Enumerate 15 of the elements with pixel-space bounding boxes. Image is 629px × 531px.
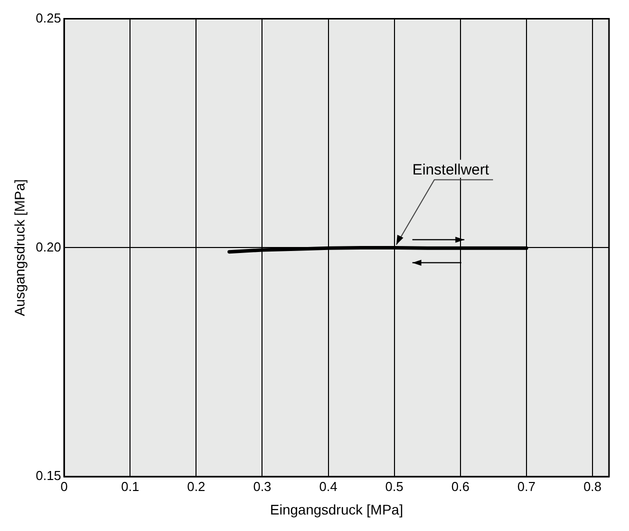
x-tick-label: 0.5 bbox=[385, 478, 404, 494]
x-tick-label: 0.4 bbox=[319, 478, 338, 494]
y-tick-label: 0.25 bbox=[36, 10, 62, 26]
y-tick-label: 0.15 bbox=[36, 468, 62, 484]
x-tick-label: 0.6 bbox=[451, 478, 470, 494]
y-tick-label: 0.20 bbox=[36, 239, 62, 254]
x-axis-title: Eingangsdruck [MPa] bbox=[270, 501, 404, 518]
x-tick-label: 0.7 bbox=[517, 478, 536, 494]
x-tick-label: 0.2 bbox=[187, 478, 206, 494]
x-tick-label: 0.1 bbox=[121, 478, 140, 494]
x-tick-label: 0.8 bbox=[583, 478, 602, 494]
y-axis-title: Ausgangsdruck [MPa] bbox=[11, 179, 28, 316]
annotation: Einstellwert bbox=[412, 161, 490, 178]
x-tick-label: 0.3 bbox=[253, 478, 272, 494]
x-tick-label: 0 bbox=[60, 478, 68, 494]
